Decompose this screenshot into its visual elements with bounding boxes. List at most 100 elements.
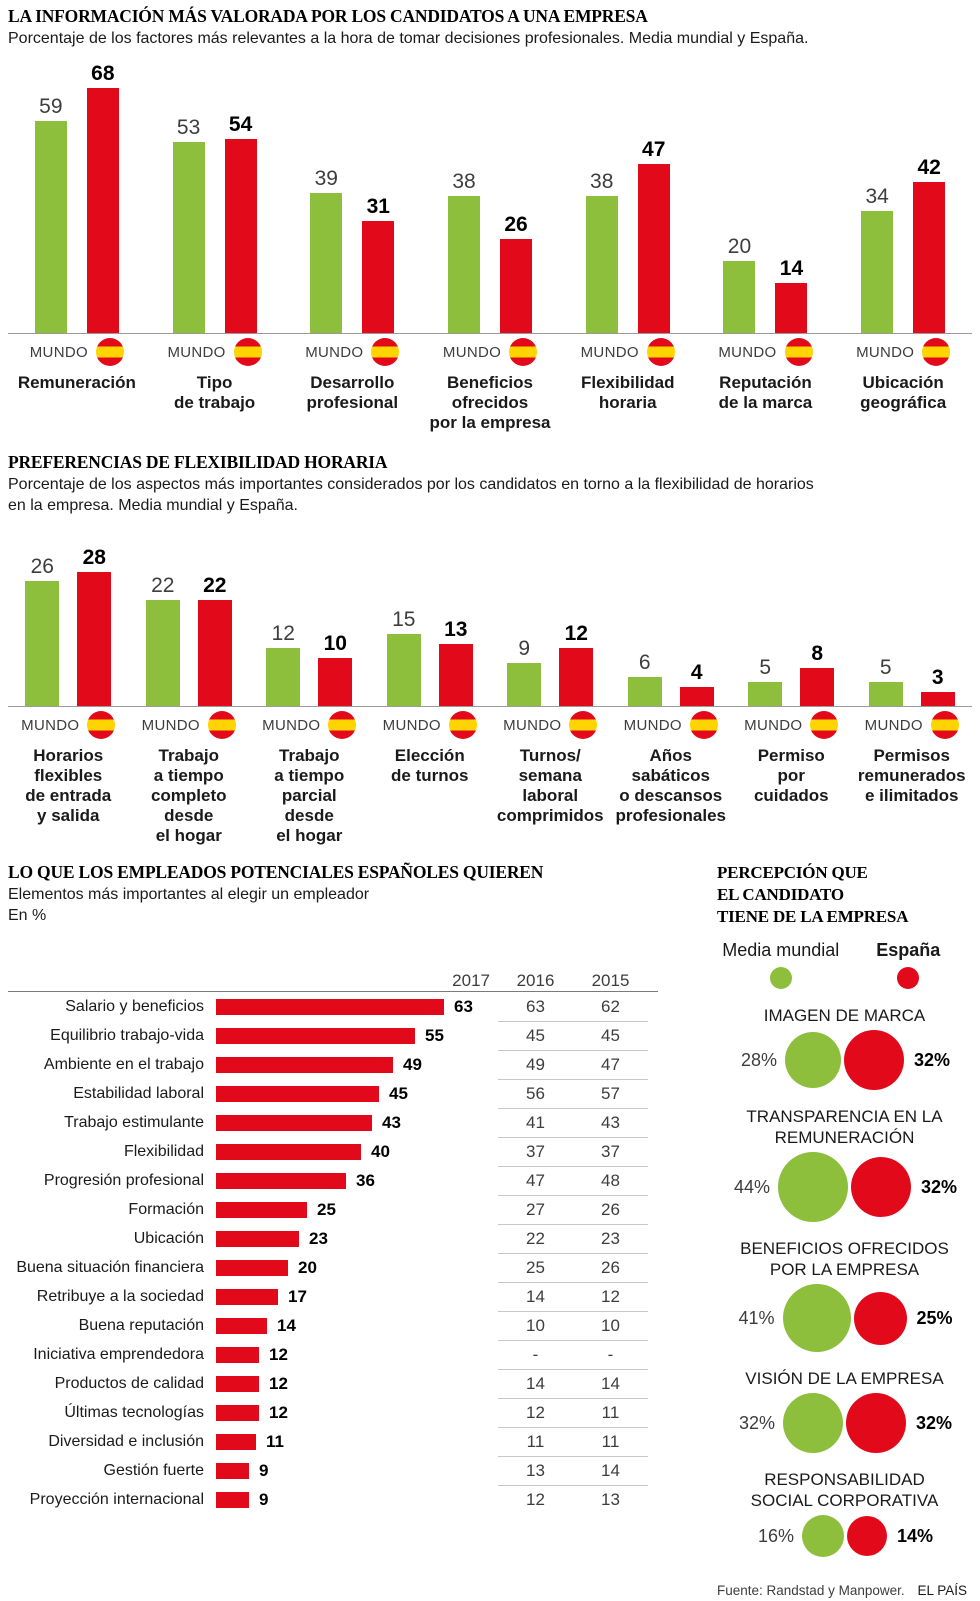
spain-value: 25% <box>916 1307 953 1328</box>
bar-zone: 9 <box>216 1490 498 1510</box>
world-axis-label: MUNDO <box>29 343 88 361</box>
bar-value-spain: 22 <box>203 574 227 597</box>
row-label: Progresión profesional <box>43 1171 204 1189</box>
section-subtitle: Porcentaje de los factores más relevante… <box>8 30 809 47</box>
column-header-2017: 2017 <box>452 971 490 990</box>
section-title: PERCEPCIÓN QUE EL CANDIDATO TIENE DE LA … <box>717 863 909 926</box>
bar-spain <box>559 648 594 706</box>
value-2017: 43 <box>382 1112 401 1132</box>
spain-flag-icon <box>930 711 959 739</box>
world-axis-label: MUNDO <box>503 716 562 734</box>
bar-value-spain: 28 <box>82 546 106 569</box>
category-label: Permiso por cuidados <box>753 746 829 805</box>
bar-zone: 49 <box>216 1055 498 1075</box>
section-subtitle: Elementos más importantes al elegir un e… <box>8 886 370 903</box>
category-label: Permisos remunerados e ilimitados <box>857 746 966 805</box>
bar-2017 <box>216 1433 256 1450</box>
bar-value-world: 15 <box>392 608 416 631</box>
bar-spain <box>775 283 808 333</box>
value-2017: 25 <box>317 1199 336 1219</box>
year-columns: 14 12 <box>498 1282 648 1311</box>
table-row: Flexibilidad 40 37 37 <box>8 1137 658 1166</box>
bar-spain <box>679 687 714 706</box>
spain-bubble <box>847 1516 887 1556</box>
footer: Fuente: Randstad y Manpower. EL PAÍS <box>717 1583 967 1598</box>
world-axis-label: MUNDO <box>442 343 502 361</box>
bar-spain <box>197 600 232 706</box>
year-columns: 14 14 <box>498 1369 648 1398</box>
year-columns: 27 26 <box>498 1195 648 1224</box>
value-2015: 37 <box>601 1142 620 1161</box>
table-row: Equilibrio trabajo-vida 55 45 45 <box>8 1021 658 1050</box>
value-2015: - <box>607 1345 614 1364</box>
bar-spain <box>86 88 119 333</box>
world-axis-label: MUNDO <box>623 716 682 734</box>
section-employee-wishes: LO QUE LOS EMPLEADOS POTENCIALES ESPAÑOL… <box>8 862 658 1514</box>
value-2017: 12 <box>269 1402 288 1422</box>
world-axis-label: MUNDO <box>856 343 915 361</box>
group-axis: MUNDO <box>503 706 598 742</box>
spain-flag-icon <box>646 338 675 366</box>
metric-label: IMAGEN DE MARCA <box>763 1006 926 1025</box>
bar-zone: 45 <box>216 1084 498 1104</box>
bubble-row: 41% 25% <box>717 1284 972 1352</box>
spain-flag-icon <box>328 711 357 739</box>
bar-zone: 36 <box>216 1171 498 1191</box>
world-axis-label: MUNDO <box>21 716 80 734</box>
bar-group: 38 26 MUNDO Beneficios ofrecidos por la emp… <box>421 59 559 433</box>
bar-value-spain: 68 <box>91 62 115 85</box>
table-row: Estabilidad laboral 45 56 57 <box>8 1079 658 1108</box>
row-label: Productos de calidad <box>54 1374 204 1392</box>
bar-zone: 17 <box>216 1287 498 1307</box>
world-bubble <box>783 1393 843 1453</box>
row-label: Equilibrio trabajo-vida <box>50 1026 204 1044</box>
year-columns: -- <box>498 1340 648 1369</box>
bar-group: 5 8 MUNDO Permiso por cuidados <box>731 526 852 846</box>
bar-2017 <box>216 1114 372 1131</box>
value-2017: 12 <box>269 1373 288 1393</box>
bar-world <box>310 193 343 333</box>
table-row: Diversidad e inclusión 11 11 11 <box>8 1427 658 1456</box>
table-row: Proyección internacional 9 12 13 <box>8 1485 658 1514</box>
spain-bubble <box>846 1393 906 1453</box>
bar-value-world: 22 <box>151 574 175 597</box>
x-axis-baseline <box>8 333 972 334</box>
value-2015: 47 <box>601 1055 620 1074</box>
bar-value-world: 38 <box>452 170 476 193</box>
row-label: Buena reputación <box>78 1316 204 1334</box>
bar-2017 <box>216 1259 288 1276</box>
row-label: Flexibilidad <box>123 1142 204 1160</box>
bar-2017 <box>216 1172 346 1189</box>
unit-label: En % <box>8 907 47 924</box>
group-axis: MUNDO <box>305 333 400 369</box>
category-label: Trabajo a tiempo completo desde el hogar <box>150 746 227 845</box>
row-label: Últimas tecnologías <box>64 1403 204 1421</box>
table-row: Ambiente en el trabajo 49 49 47 <box>8 1050 658 1079</box>
publisher-brand: EL PAÍS <box>917 1583 967 1598</box>
world-axis-label: MUNDO <box>262 716 321 734</box>
bar-value-world: 26 <box>30 555 54 578</box>
bar-world <box>34 121 67 333</box>
bar-zone: 9 <box>216 1461 498 1481</box>
bar-value-world: 5 <box>879 656 892 679</box>
spain-flag-icon <box>448 711 477 739</box>
bar-value-spain: 8 <box>811 642 824 665</box>
grouped-bar-chart-valued-info: 59 68 MUNDO Remuneración 53 54 MUNDO Tipo de tr… <box>8 59 972 433</box>
value-2016: 14 <box>526 1374 545 1393</box>
spain-flag-icon <box>95 338 124 366</box>
value-2017: 55 <box>425 1025 444 1045</box>
bar-value-spain: 54 <box>228 113 253 136</box>
table-row: Retribuye a la sociedad 17 14 12 <box>8 1282 658 1311</box>
bar-value-world: 5 <box>759 656 772 679</box>
bar-spain <box>637 164 670 333</box>
bar-value-world: 53 <box>176 116 201 139</box>
perception-metric: IMAGEN DE MARCA 28% 32% <box>717 1005 972 1090</box>
year-columns: 12 13 <box>498 1485 648 1514</box>
value-2015: 62 <box>601 996 620 1016</box>
bar-value-spain: 3 <box>931 666 944 689</box>
world-axis-label: MUNDO <box>382 716 441 734</box>
bar-2017 <box>216 1201 307 1218</box>
bar-2017 <box>216 1056 393 1073</box>
bar-value-spain: 14 <box>779 257 804 280</box>
table-row: Últimas tecnologías 12 12 11 <box>8 1398 658 1427</box>
